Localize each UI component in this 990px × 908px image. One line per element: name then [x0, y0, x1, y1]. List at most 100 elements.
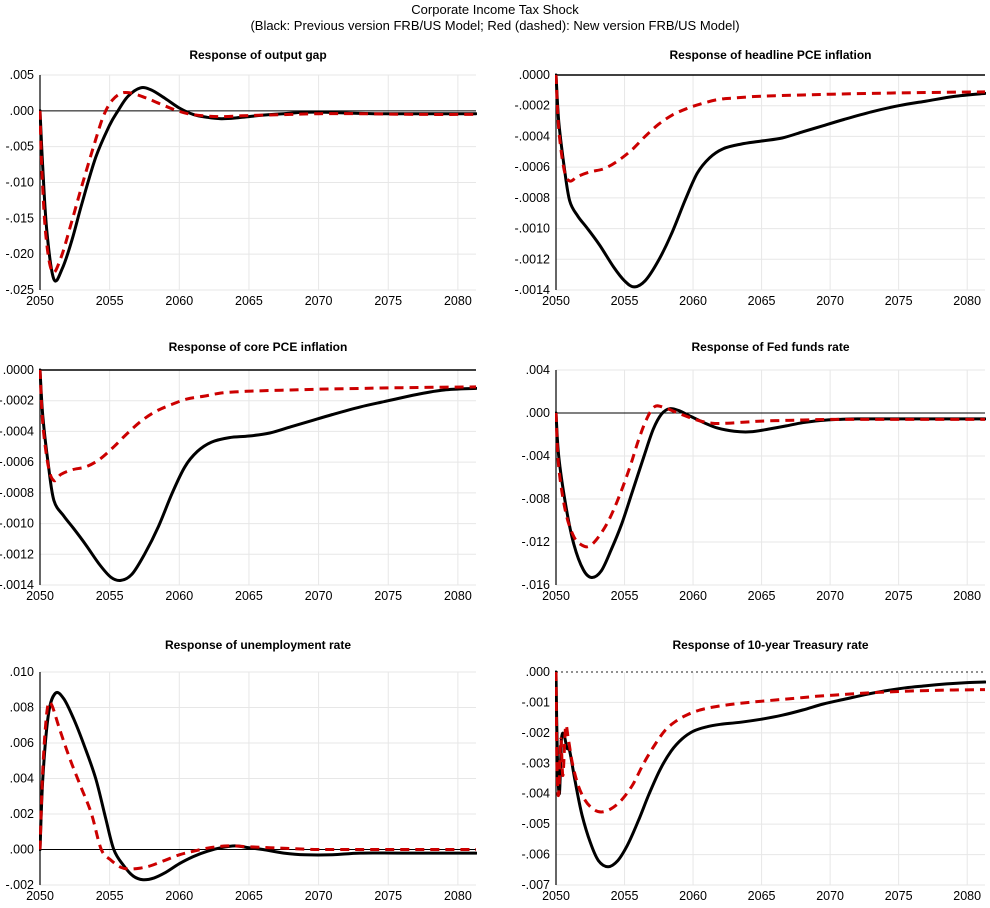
y-tick-label: .006	[10, 736, 34, 750]
x-tick-label: 2070	[816, 589, 844, 603]
y-tick-label: -.0012	[515, 252, 550, 266]
y-tick-label: -.002	[6, 878, 35, 892]
x-tick-label: 2050	[542, 589, 570, 603]
x-tick-label: 2065	[235, 294, 263, 308]
y-tick-label: .005	[10, 68, 34, 82]
x-tick-label: 2065	[235, 889, 263, 903]
panel-title-output-gap: Response of output gap	[189, 48, 327, 62]
y-tick-label: -.020	[6, 247, 35, 261]
x-tick-label: 2055	[611, 589, 639, 603]
plot-headline-pce-inflation: .0000 -.0002 -.0004 -.0006 -.0008 -.0010 -.001…	[515, 68, 986, 308]
y-tick-label: -.002	[522, 726, 551, 740]
y-tick-label: -.0002	[515, 99, 550, 113]
y-tick-label: -.0002	[0, 394, 34, 408]
x-tick-label: 2070	[305, 889, 333, 903]
x-tick-label: 2080	[444, 889, 472, 903]
y-tick-label: .002	[10, 807, 34, 821]
x-tick-label: 2080	[953, 889, 981, 903]
panel-title-fed-funds-rate: Response of Fed funds rate	[691, 340, 850, 354]
x-tick-label: 2080	[953, 589, 981, 603]
panel-10-year-treasury-rate: Response of 10-year Treasury rate .000 -.…	[495, 628, 990, 908]
y-tick-label: -.0008	[0, 486, 34, 500]
y-tick-label: -.0006	[0, 455, 34, 469]
x-tick-label: 2050	[542, 294, 570, 308]
x-tick-label: 2060	[165, 294, 193, 308]
x-tick-label: 2055	[611, 294, 639, 308]
y-tick-label: -.0010	[0, 517, 34, 531]
panel-title-core-pce-inflation: Response of core PCE inflation	[168, 340, 348, 354]
x-tick-label: 2075	[374, 589, 402, 603]
x-tick-label: 2050	[26, 294, 54, 308]
y-tick-label: -.005	[6, 140, 35, 154]
x-tick-label: 2060	[165, 589, 193, 603]
panel-title-unemployment-rate: Response of unemployment rate	[164, 638, 352, 652]
figure-subtitle: (Black: Previous version FRB/US Model; R…	[250, 18, 740, 33]
x-tick-label: 2060	[679, 889, 707, 903]
y-tick-label: -.005	[522, 817, 551, 831]
x-tick-label: 2075	[374, 889, 402, 903]
y-tick-label: -.007	[522, 878, 551, 892]
y-tick-label: .0000	[3, 363, 34, 377]
y-tick-label: -.0004	[515, 129, 550, 143]
x-tick-label: 2055	[96, 294, 124, 308]
y-tick-label: .004	[526, 363, 550, 377]
x-tick-label: 2065	[748, 294, 776, 308]
y-tick-label: -.0014	[515, 283, 550, 297]
x-tick-label: 2075	[374, 294, 402, 308]
figure-title: Corporate Income Tax Shock	[411, 2, 579, 17]
panel-output-gap: Response of output gap .005 .000 -.005 -.01…	[0, 40, 495, 330]
x-tick-label: 2055	[611, 889, 639, 903]
y-tick-label: .010	[10, 665, 34, 679]
x-tick-label: 2070	[816, 889, 844, 903]
x-tick-label: 2050	[26, 589, 54, 603]
x-tick-label: 2070	[305, 589, 333, 603]
y-tick-label: -.012	[522, 535, 551, 549]
plot-10-year-treasury-rate: .000-.001-.002-.003-.004-.005-.006-.0072…	[522, 665, 986, 903]
y-tick-label: -.010	[6, 176, 35, 190]
x-tick-label: 2060	[165, 889, 193, 903]
x-tick-label: 2050	[26, 889, 54, 903]
y-tick-label: -.0014	[0, 578, 34, 592]
y-tick-label: .000	[10, 104, 34, 118]
panel-fed-funds-rate: Response of Fed funds rate .004 .000 -.004…	[495, 330, 990, 622]
x-tick-label: 2080	[444, 589, 472, 603]
x-tick-label: 2070	[816, 294, 844, 308]
y-tick-label: .000	[526, 406, 550, 420]
panel-core-pce-inflation: Response of core PCE inflation .0000 -.00…	[0, 330, 495, 622]
x-tick-label: 2055	[96, 589, 124, 603]
y-tick-label: .000	[526, 665, 550, 679]
plot-core-pce-inflation: .0000 -.0002 -.0004 -.0006 -.0008 -.0010 -.001…	[0, 363, 477, 603]
x-tick-label: 2075	[885, 589, 913, 603]
y-tick-label: .008	[10, 701, 34, 715]
figure-header: Corporate Income Tax Shock (Black: Previ…	[0, 2, 990, 34]
x-tick-label: 2065	[748, 889, 776, 903]
x-tick-label: 2060	[679, 294, 707, 308]
x-tick-label: 2065	[235, 589, 263, 603]
y-tick-label: .004	[10, 772, 34, 786]
y-tick-label: -.008	[522, 492, 551, 506]
y-tick-label: -.0012	[0, 547, 34, 561]
y-tick-label: -.0008	[515, 191, 550, 205]
panel-headline-pce-inflation: Response of headline PCE inflation .0000…	[495, 40, 990, 330]
x-tick-label: 2080	[444, 294, 472, 308]
y-tick-label: .000	[10, 843, 34, 857]
panel-title-headline-pce-inflation: Response of headline PCE inflation	[669, 48, 872, 62]
x-tick-label: 2060	[679, 589, 707, 603]
y-tick-label: -.003	[522, 756, 551, 770]
x-tick-label: 2050	[542, 889, 570, 903]
y-tick-label: -.0006	[515, 160, 550, 174]
y-tick-label: -.004	[522, 449, 551, 463]
panel-title-10-year-treasury-rate: Response of 10-year Treasury rate	[672, 638, 869, 652]
y-tick-label: -.015	[6, 211, 35, 225]
y-tick-label: -.0004	[0, 424, 34, 438]
y-tick-label: -.006	[522, 848, 551, 862]
x-tick-label: 2080	[953, 294, 981, 308]
x-tick-label: 2070	[305, 294, 333, 308]
y-tick-label: -.004	[522, 787, 551, 801]
y-tick-label: -.0010	[515, 222, 550, 236]
panel-unemployment-rate: Response of unemployment rate .010 .008 .0…	[0, 628, 495, 908]
